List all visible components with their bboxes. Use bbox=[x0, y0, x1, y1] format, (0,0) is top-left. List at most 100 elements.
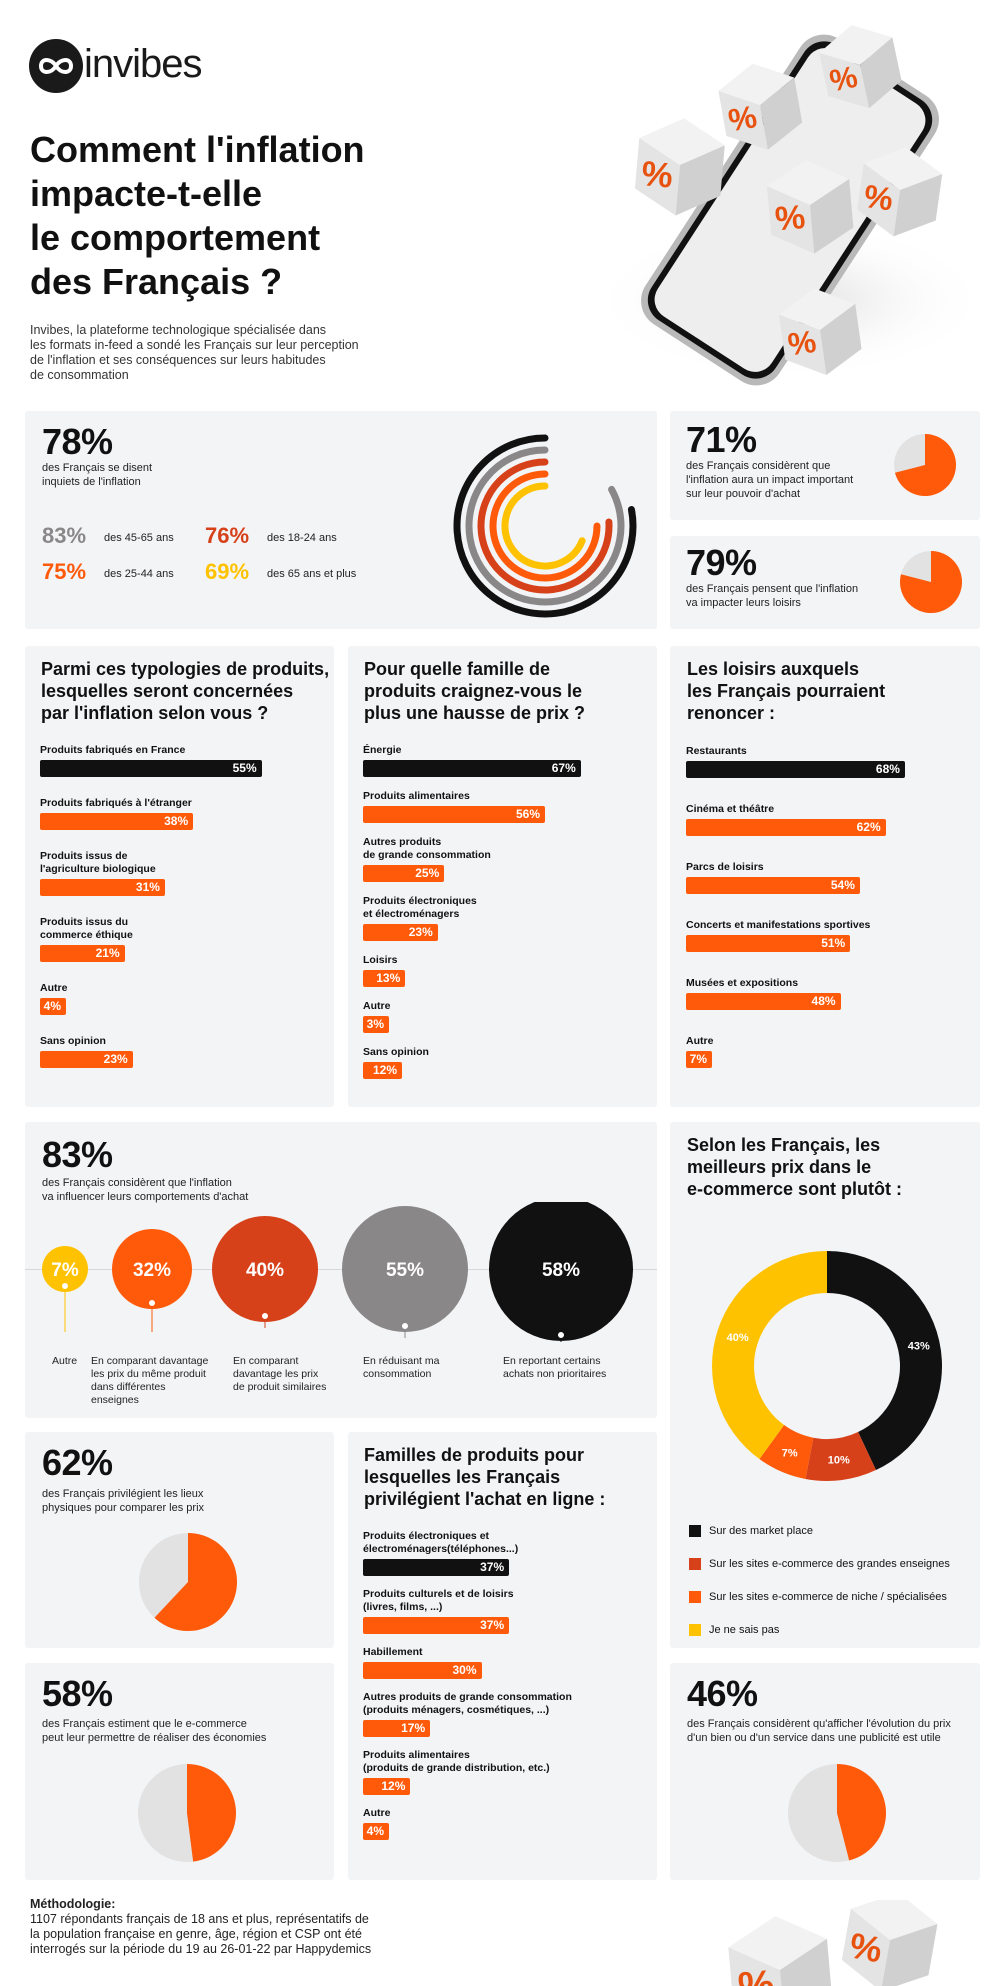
percent-cube-icon: % bbox=[857, 147, 943, 237]
text-line: des Français considèrent que bbox=[686, 460, 831, 472]
bar: 37% bbox=[363, 1617, 510, 1634]
text-line: l'inflation aura un impact important bbox=[686, 474, 854, 486]
stat46-desc: des Français considèrent qu'afficher l'é… bbox=[687, 1717, 951, 1745]
bar-label: Autres produits de grande consommation bbox=[363, 836, 491, 862]
bar: 31% bbox=[40, 879, 165, 896]
bubble bbox=[112, 1229, 192, 1309]
title-line: les Français pourraient bbox=[687, 681, 886, 701]
bar: 25% bbox=[363, 865, 445, 882]
text-line: des Français se disent bbox=[42, 462, 153, 474]
intro-line: Invibes, la plateforme technologique spé… bbox=[30, 323, 327, 337]
bar: 67% bbox=[363, 760, 581, 777]
bar-label-line: Produits issus de bbox=[40, 850, 128, 862]
stat46-card: 46% des Français considèrent qu'afficher… bbox=[670, 1663, 980, 1880]
stat71-desc: des Français considèrent que l'inflation … bbox=[686, 459, 853, 501]
stat79-desc: des Français pensent que l'inflation va i… bbox=[686, 582, 858, 610]
worry-rings-chart bbox=[453, 434, 637, 618]
pie-slice bbox=[837, 1764, 886, 1861]
ecommerce-title: Selon les Français, les meilleurs prix da… bbox=[687, 1134, 902, 1200]
title-line: Familles de produits pour bbox=[364, 1445, 585, 1465]
text-line: des Français privilégient les lieux bbox=[42, 1488, 204, 1500]
bubble-dot bbox=[556, 1330, 566, 1340]
legend-label: Je ne sais pas bbox=[709, 1624, 780, 1636]
stat71-card: 71% des Français considèrent que l'inflat… bbox=[670, 411, 980, 520]
legend-swatch bbox=[689, 1525, 701, 1537]
bubble-label: En comparant davantage les prix de produit… bbox=[233, 1355, 326, 1394]
stat62-pie bbox=[139, 1533, 238, 1631]
stat79-value: 79% bbox=[686, 542, 757, 583]
worry-ring bbox=[501, 482, 586, 570]
bar: 55% bbox=[40, 760, 262, 777]
worry-item-value: 69% bbox=[205, 559, 250, 584]
title-line: lesquelles seront concernées bbox=[41, 681, 294, 701]
percent-cube-icon: % bbox=[841, 1900, 938, 1986]
title-line: Les loisirs auxquels bbox=[687, 659, 860, 679]
page-title: Comment l'inflation impacte-t-elle le comp… bbox=[30, 128, 365, 304]
worry-item-label: des 25-44 ans bbox=[104, 568, 174, 580]
bar-label-line: (livres, films, ...) bbox=[363, 1601, 443, 1613]
donut-slice bbox=[805, 1432, 876, 1481]
ecommerce-card: Selon les Français, les meilleurs prix da… bbox=[670, 1122, 980, 1648]
bubble-dot bbox=[60, 1281, 70, 1291]
bar-label-line: Autre bbox=[686, 1035, 714, 1047]
bar: 3% bbox=[363, 1016, 389, 1033]
bar-label-line: l'agriculture biologique bbox=[40, 863, 156, 875]
legend-label: Sur des market place bbox=[709, 1525, 813, 1537]
bar: 12% bbox=[363, 1778, 411, 1795]
percent-symbol: % bbox=[847, 1924, 886, 1970]
bubble-value: 40% bbox=[246, 1260, 284, 1281]
bar-label: Produits alimentaires bbox=[363, 790, 470, 803]
worry-desc: des Français se disent inquiets de l'infl… bbox=[42, 461, 152, 489]
title-line: lesquelles les Français bbox=[364, 1467, 561, 1487]
bubble-label-line: dans différentes bbox=[91, 1381, 166, 1393]
bar: 30% bbox=[363, 1662, 482, 1679]
bubble-dot bbox=[147, 1298, 157, 1308]
bubble-value: 58% bbox=[542, 1260, 580, 1281]
bubble-label: En réduisant ma consommation bbox=[363, 1355, 439, 1381]
bar-label: Cinéma et théâtre bbox=[686, 803, 774, 816]
bar-label: Autre bbox=[686, 1035, 713, 1048]
text-line: des Français considèrent qu'afficher l'é… bbox=[687, 1718, 951, 1730]
legend-swatch bbox=[689, 1591, 701, 1603]
text-line: sur leur pouvoir d'achat bbox=[686, 488, 800, 500]
bar-label-line: Produits fabriqués à l'étranger bbox=[40, 797, 192, 809]
bubble-label-line: achats non prioritaires bbox=[503, 1368, 607, 1380]
worry-ring bbox=[477, 458, 613, 594]
methodologie: Méthodologie: 1107 répondants français d… bbox=[30, 1897, 371, 1957]
title-line: Pour quelle famille de bbox=[364, 659, 551, 679]
bar-label-line: (produits ménagers, cosmétiques, ...) bbox=[363, 1704, 550, 1716]
bubble-label: En comparant davantage les prix du même p… bbox=[91, 1355, 208, 1407]
text-line: d'un bien ou d'un service dans une publi… bbox=[687, 1732, 941, 1744]
stat46-pie bbox=[788, 1764, 886, 1862]
bar-label-line: Autre bbox=[363, 1000, 391, 1012]
bar: 13% bbox=[363, 970, 406, 987]
bar-label-line: (produits de grande distribution, etc.) bbox=[363, 1762, 550, 1774]
bar-label: Produits fabriqués à l'étranger bbox=[40, 797, 192, 810]
text-line: peut leur permettre de réaliser des écon… bbox=[42, 1732, 267, 1744]
bar-label-line: Produits fabriqués en France bbox=[40, 744, 186, 756]
pie-slice bbox=[900, 551, 962, 613]
stat62-desc: des Français privilégient les lieux physi… bbox=[42, 1487, 204, 1515]
bar-label-line: Restaurants bbox=[686, 745, 747, 757]
phone-illustration: %%%%%% bbox=[590, 25, 980, 386]
methodologie-line: interrogés sur la période du 19 au 26-01… bbox=[30, 1942, 372, 1956]
percent-symbol: % bbox=[786, 323, 819, 363]
methodologie-title: Méthodologie: bbox=[30, 1897, 116, 1911]
worry-item-value: 76% bbox=[205, 523, 250, 548]
loisirs-card: Les loisirs auxquels les Français pourrai… bbox=[670, 646, 980, 1107]
percent-symbol: % bbox=[862, 178, 896, 218]
title-line: Selon les Français, les bbox=[687, 1135, 881, 1155]
bar: 56% bbox=[363, 806, 545, 823]
percent-symbol: % bbox=[773, 198, 806, 238]
bar-label-line: Musées et expositions bbox=[686, 977, 799, 989]
bar: 68% bbox=[686, 761, 905, 778]
bar-label-line: Parcs de loisirs bbox=[686, 861, 764, 873]
donut-slice bbox=[827, 1251, 942, 1471]
bubble-label-line: enseignes bbox=[91, 1394, 139, 1406]
text-line: va impacter leurs loisirs bbox=[686, 597, 801, 609]
famille-card: Pour quelle famille de produits craignez-… bbox=[348, 646, 657, 1107]
pie-slice bbox=[894, 434, 956, 496]
bar-label: Produits fabriqués en France bbox=[40, 744, 185, 757]
bar-label: Parcs de loisirs bbox=[686, 861, 764, 874]
bar: 4% bbox=[40, 998, 66, 1015]
